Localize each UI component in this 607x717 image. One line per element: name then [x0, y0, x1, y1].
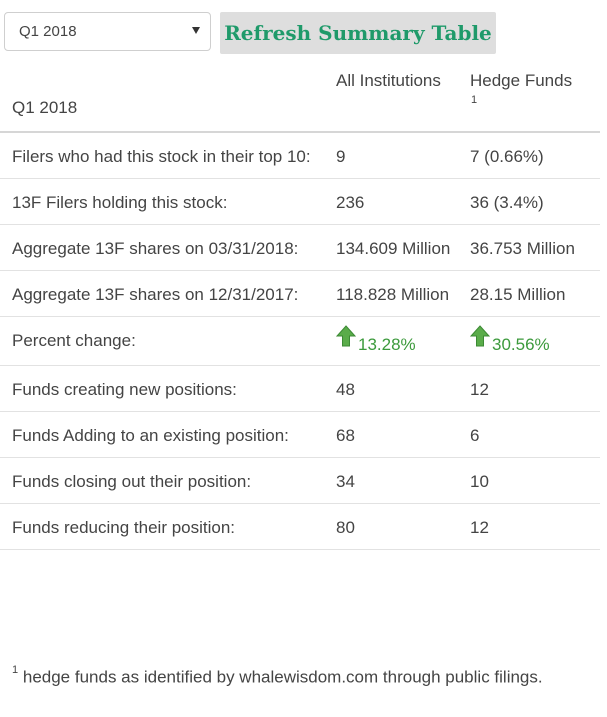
arrow-up-icon	[470, 325, 490, 347]
hedge-funds-value: 6	[458, 411, 600, 458]
hedge-funds-value: 12	[458, 503, 600, 550]
row-label: Funds reducing their position:	[0, 503, 323, 550]
refresh-summary-button[interactable]: Refresh Summary Table	[220, 12, 496, 54]
all-institutions-value: 236	[323, 178, 458, 225]
hedge-funds-header-label: Hedge Funds	[470, 71, 573, 90]
row-label: Funds creating new positions:	[0, 365, 323, 412]
arrow-up-icon	[336, 325, 356, 347]
hedge-funds-value: 7 (0.66%)	[458, 132, 600, 179]
chevron-down-icon	[192, 27, 200, 34]
table-row: Funds reducing their position: 80 12	[0, 503, 600, 550]
footnote-marker: 1	[471, 94, 478, 106]
summary-controls: Q1 2018 Refresh Summary Table	[4, 12, 604, 54]
row-label: Filers who had this stock in their top 1…	[0, 132, 323, 179]
row-label: Aggregate 13F shares on 12/31/2017:	[0, 270, 323, 317]
period-select-value: Q1 2018	[19, 23, 77, 40]
table-row: Funds creating new positions: 48 12	[0, 365, 600, 412]
period-select[interactable]: Q1 2018	[4, 12, 211, 51]
all-institutions-value: 80	[323, 503, 458, 550]
table-row: 13F Filers holding this stock: 236 36 (3…	[0, 178, 600, 225]
summary-table: Q1 2018 All Institutions Hedge Funds 1 F…	[0, 58, 600, 550]
table-row: Funds Adding to an existing position: 68…	[0, 411, 600, 458]
row-label: Aggregate 13F shares on 03/31/2018:	[0, 224, 323, 271]
hedge-funds-value: 36 (3.4%)	[458, 178, 600, 225]
row-label: Funds Adding to an existing position:	[0, 411, 323, 458]
table-row: Percent change: 13.28% 30.56%	[0, 316, 600, 366]
all-institutions-value: 13.28%	[358, 335, 416, 354]
footnote: 1 hedge funds as identified by whalewisd…	[12, 660, 592, 691]
table-row: Filers who had this stock in their top 1…	[0, 132, 600, 179]
hedge-funds-value: 30.56%	[492, 335, 550, 354]
row-label: Percent change:	[0, 316, 323, 366]
all-institutions-value: 134.609 Million	[323, 224, 458, 271]
all-institutions-value: 48	[323, 365, 458, 412]
row-label: Funds closing out their position:	[0, 457, 323, 504]
all-institutions-value: 118.828 Million	[323, 270, 458, 317]
all-institutions-value: 68	[323, 411, 458, 458]
row-label: 13F Filers holding this stock:	[0, 178, 323, 225]
footnote-mark: 1	[12, 664, 19, 676]
hedge-funds-change: 30.56%	[458, 316, 600, 366]
table-row: Aggregate 13F shares on 03/31/2018: 134.…	[0, 224, 600, 271]
hedge-funds-header: Hedge Funds 1	[458, 58, 600, 133]
table-row: Aggregate 13F shares on 12/31/2017: 118.…	[0, 270, 600, 317]
all-institutions-header: All Institutions	[323, 58, 458, 133]
footnote-text: hedge funds as identified by whalewisdom…	[22, 667, 543, 687]
quarter-header: Q1 2018	[0, 58, 323, 133]
hedge-funds-value: 10	[458, 457, 600, 504]
all-institutions-change: 13.28%	[323, 316, 458, 366]
all-institutions-value: 34	[323, 457, 458, 504]
hedge-funds-value: 12	[458, 365, 600, 412]
table-header-row: Q1 2018 All Institutions Hedge Funds 1	[0, 58, 600, 133]
hedge-funds-value: 36.753 Million	[458, 224, 600, 271]
all-institutions-value: 9	[323, 132, 458, 179]
table-row: Funds closing out their position: 34 10	[0, 457, 600, 504]
hedge-funds-value: 28.15 Million	[458, 270, 600, 317]
